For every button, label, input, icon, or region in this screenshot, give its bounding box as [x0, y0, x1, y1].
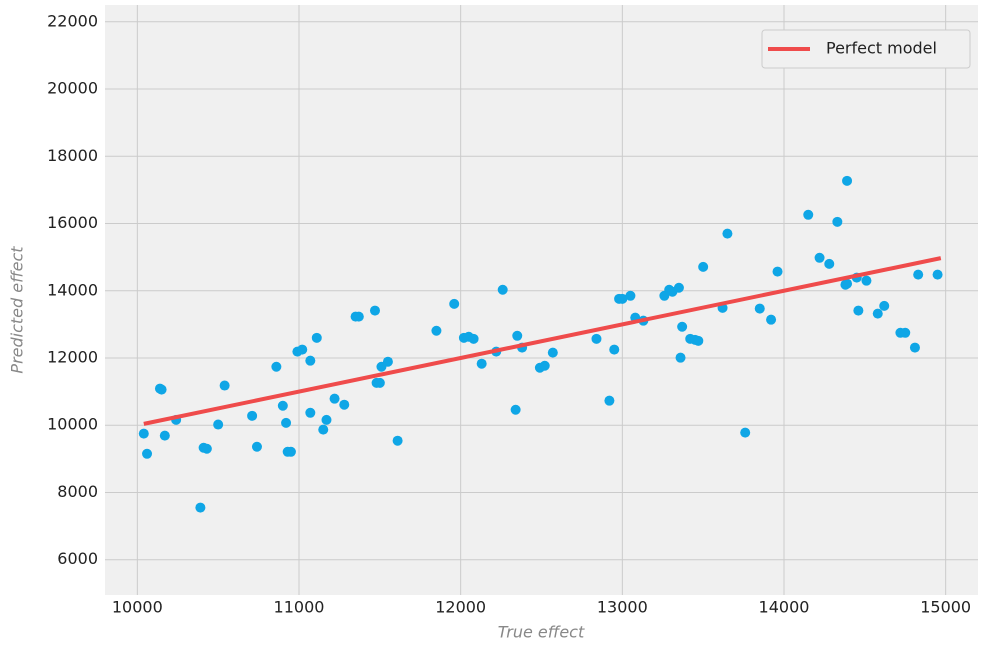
y-tick-label: 8000	[57, 482, 98, 501]
marks	[138, 175, 943, 513]
x-tick-label: 14000	[759, 598, 810, 617]
point	[431, 325, 442, 336]
x-tick-label: 13000	[597, 598, 648, 617]
point	[861, 275, 872, 286]
point	[872, 308, 883, 319]
point	[497, 284, 508, 295]
point	[722, 228, 733, 239]
point	[382, 356, 393, 367]
point	[195, 502, 206, 513]
point	[247, 410, 258, 421]
point	[824, 258, 835, 269]
point	[879, 300, 890, 311]
x-axis-label: True effect	[498, 623, 585, 642]
x-tick-label: 10000	[112, 598, 163, 617]
point	[547, 347, 558, 358]
y-tick-label: 16000	[47, 213, 98, 232]
y-tick-label: 12000	[47, 347, 98, 366]
point	[591, 333, 602, 344]
y-tick-label: 6000	[57, 549, 98, 568]
point	[281, 417, 292, 428]
point	[213, 419, 224, 430]
x-tick-label: 15000	[920, 598, 971, 617]
point	[740, 427, 751, 438]
y-tick-label: 18000	[47, 146, 98, 165]
point	[932, 269, 943, 280]
point	[900, 327, 911, 338]
point	[803, 209, 814, 220]
legend-label: Perfect model	[826, 39, 937, 58]
y-tick-label: 14000	[47, 280, 98, 299]
point	[219, 380, 230, 391]
point	[617, 293, 628, 304]
point	[251, 441, 262, 452]
point	[277, 400, 288, 411]
line	[143, 256, 942, 426]
point	[318, 424, 329, 435]
point	[698, 261, 709, 272]
x-tick-label: 12000	[435, 598, 486, 617]
y-tick-label: 10000	[47, 415, 98, 434]
legend-box	[761, 29, 971, 69]
point	[468, 333, 479, 344]
point	[625, 290, 636, 301]
point	[693, 335, 704, 346]
point	[297, 344, 308, 355]
point	[510, 404, 521, 415]
point	[305, 407, 316, 418]
point	[766, 314, 777, 325]
point	[138, 428, 149, 439]
point	[476, 358, 487, 369]
point	[772, 266, 783, 277]
point	[329, 393, 340, 404]
grid	[105, 5, 978, 595]
point	[842, 278, 853, 289]
point	[339, 399, 350, 410]
point	[842, 175, 853, 186]
point	[305, 355, 316, 366]
point	[539, 360, 550, 371]
point	[311, 332, 322, 343]
point	[392, 435, 403, 446]
point	[832, 216, 843, 227]
point	[159, 430, 170, 441]
point	[201, 443, 212, 454]
x-tick-label: 11000	[274, 598, 325, 617]
point	[909, 342, 920, 353]
point	[353, 311, 364, 322]
point	[609, 344, 620, 355]
plot-area	[105, 5, 978, 595]
y-tick-label: 22000	[47, 11, 98, 30]
point	[913, 269, 924, 280]
point	[321, 414, 332, 425]
y-axis-label: Predicted effect	[8, 246, 27, 374]
point	[156, 384, 167, 395]
point	[142, 448, 153, 459]
point	[369, 305, 380, 316]
y-tick-label: 20000	[47, 79, 98, 98]
legend: Perfect model	[761, 29, 971, 69]
point	[512, 330, 523, 341]
point	[814, 252, 825, 263]
point	[374, 377, 385, 388]
point	[675, 352, 686, 363]
point	[754, 303, 765, 314]
point	[673, 282, 684, 293]
point	[449, 298, 460, 309]
point	[853, 305, 864, 316]
point	[677, 321, 688, 332]
point	[604, 395, 615, 406]
point	[271, 361, 282, 372]
point	[285, 446, 296, 457]
